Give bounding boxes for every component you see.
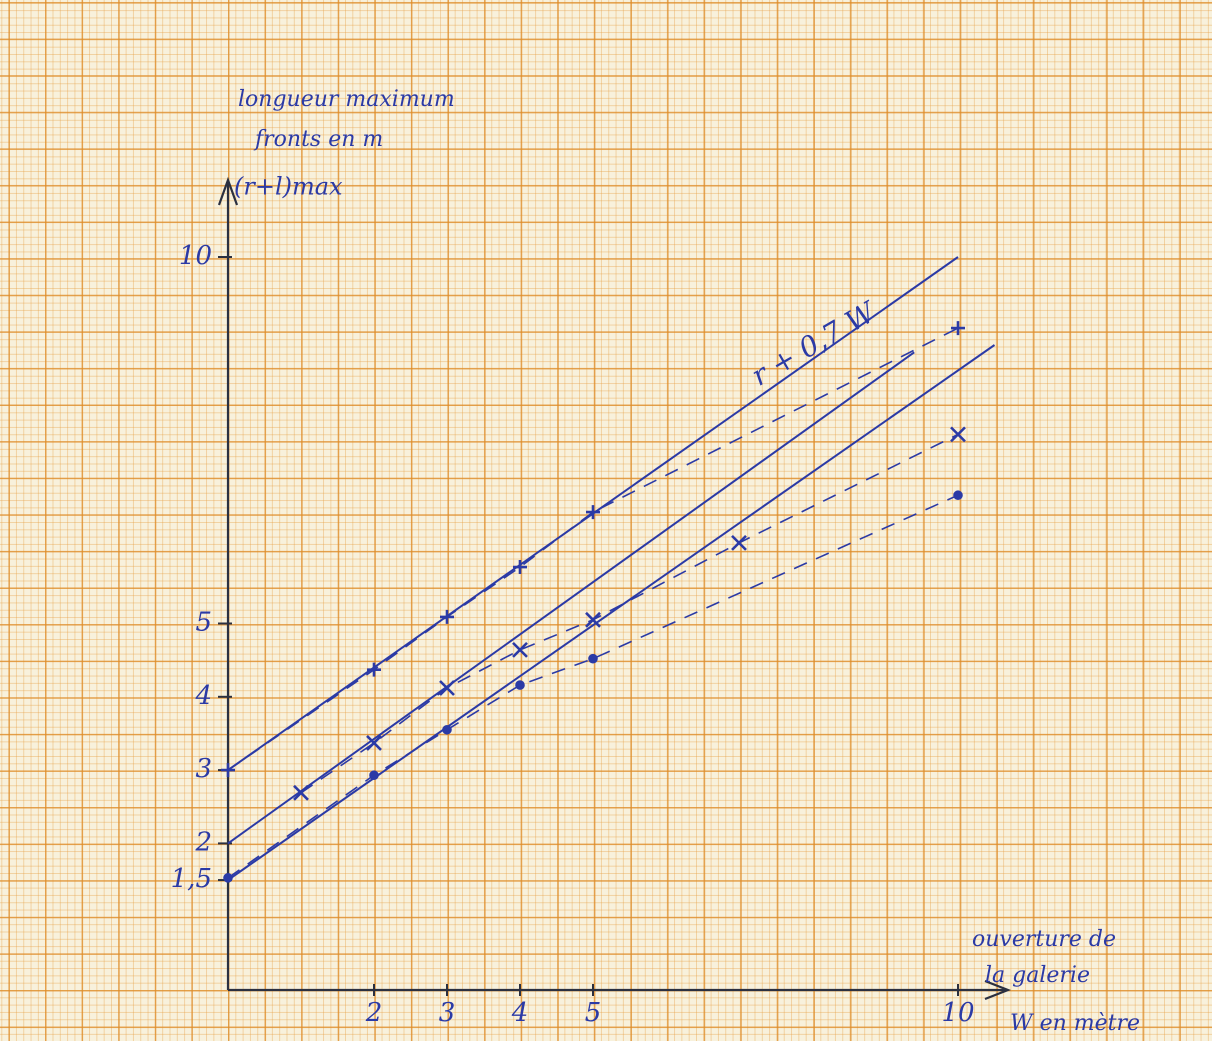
x-tick-label: 3 [439, 998, 456, 1028]
x-tick-label: 10 [941, 998, 974, 1028]
marker-plus [513, 560, 527, 575]
x-axis-label: W en mètre [1010, 1011, 1140, 1036]
marker-cross [439, 680, 455, 696]
y-tick-label: 10 [179, 241, 212, 271]
fit-line [227, 351, 915, 845]
y-tick-label: 2 [194, 827, 212, 857]
marker-cross [293, 784, 309, 801]
dashed-line [227, 494, 959, 879]
x-axis-label: la galerie [985, 963, 1090, 988]
x-tick-label: 5 [585, 998, 602, 1028]
marker-dot [515, 680, 525, 690]
y-axis-label: longueur maximum [238, 87, 455, 112]
fit-line [227, 344, 996, 881]
marker-plus [951, 321, 965, 336]
dashed-line [227, 327, 959, 771]
marker-cross [366, 735, 382, 751]
marker-plus [367, 662, 381, 677]
y-axis-arrow [217, 176, 239, 206]
marker-dot [588, 653, 598, 664]
y-tick-label: 1,5 [171, 864, 212, 894]
marker-cross [585, 611, 601, 628]
x-tick-label: 2 [365, 998, 383, 1028]
marker-cross [731, 534, 747, 551]
marker-dot [953, 490, 963, 501]
x-tick-label: 4 [511, 998, 529, 1028]
x-axis-arrow [984, 979, 1012, 1001]
annotation: r + 0,7 W [746, 294, 883, 392]
y-tick-label: 4 [194, 681, 212, 711]
y-axis-label: (r+l)max [234, 173, 343, 201]
y-tick-label: 5 [195, 608, 212, 638]
x-axis-label: ouverture de [972, 927, 1116, 952]
marker-plus [440, 609, 454, 624]
marker-dot [369, 770, 379, 781]
marker-cross [512, 641, 528, 658]
marker-plus [586, 505, 600, 520]
marker-dot [442, 724, 452, 735]
marker-plus [221, 763, 235, 778]
marker-dot [223, 873, 233, 883]
y-axis-label: fronts en m [253, 127, 383, 152]
y-tick-label: 3 [195, 754, 212, 784]
marker-cross [950, 426, 966, 443]
